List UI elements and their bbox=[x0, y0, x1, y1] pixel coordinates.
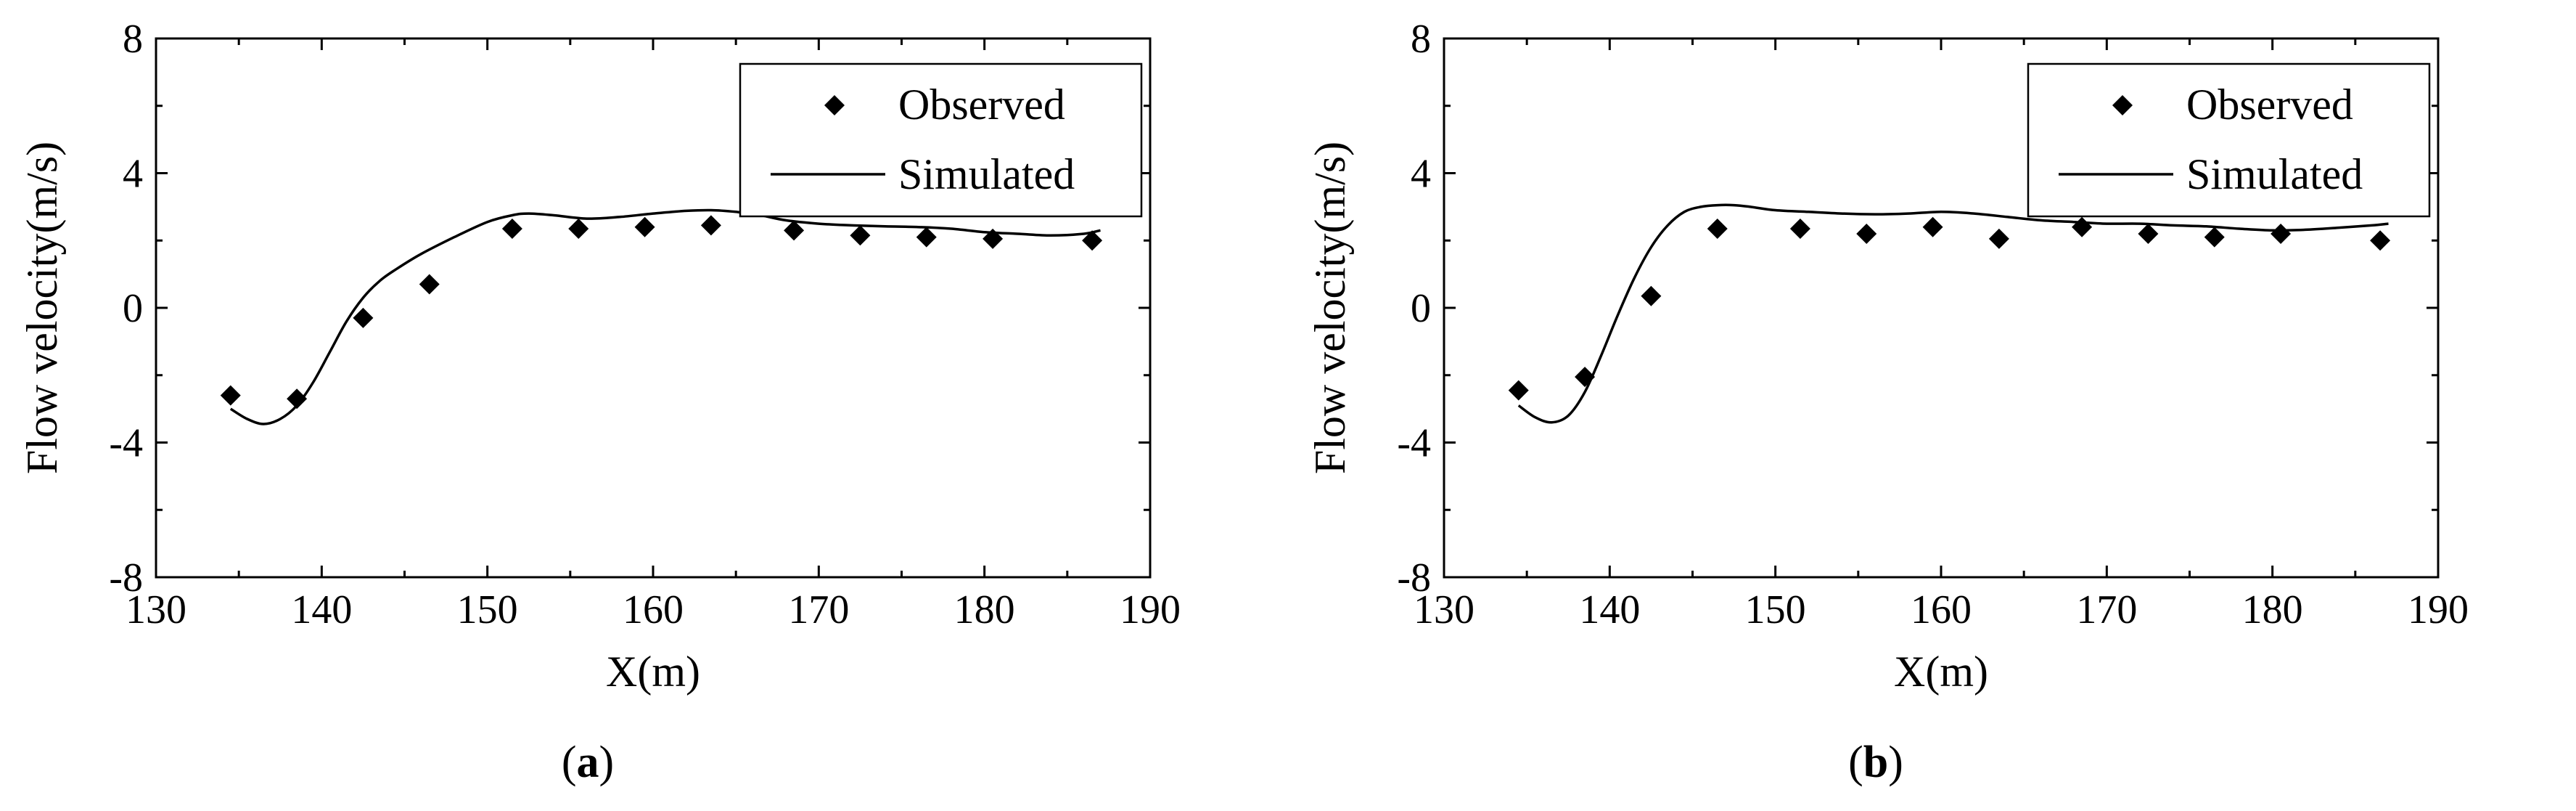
observed-point bbox=[784, 220, 805, 241]
x-tick-label: 180 bbox=[2242, 587, 2303, 632]
panel-label-b: b bbox=[1863, 738, 1889, 787]
legend-simulated-label: Simulated bbox=[2186, 150, 2363, 198]
legend-observed-marker bbox=[2112, 95, 2133, 115]
x-tick-label: 160 bbox=[1911, 587, 1972, 632]
x-tick-label: 150 bbox=[457, 587, 518, 632]
x-axis-label: X(m) bbox=[606, 648, 700, 696]
x-tick-label: 190 bbox=[1120, 587, 1181, 632]
legend-box bbox=[739, 62, 1143, 218]
y-tick-label: 8 bbox=[1411, 17, 1431, 62]
x-axis-label: X(m) bbox=[1894, 648, 1988, 696]
observed-point bbox=[1082, 230, 1103, 251]
observed-point bbox=[287, 388, 308, 409]
observed-point bbox=[1508, 380, 1529, 401]
y-axis-label: Flow velocity(m/s) bbox=[18, 142, 66, 474]
panel-label-a: a bbox=[576, 738, 599, 787]
y-tick-label: 8 bbox=[123, 17, 143, 62]
chart-svg-a: 130 140 150 160 170 180 190 -8 -4 0 4 8 X(m) Flow vel… bbox=[18, 17, 1181, 696]
chart-svg-b: 130 140 150 160 170 180 190 -8 -4 0 4 8 X(m) Flow vel… bbox=[1306, 17, 2469, 696]
observed-point bbox=[1707, 219, 1728, 240]
observed-point bbox=[1856, 223, 1877, 244]
observed-point bbox=[850, 225, 871, 246]
observed-point bbox=[419, 274, 440, 295]
observed-point bbox=[2370, 230, 2391, 251]
y-tick-label: -8 bbox=[1397, 555, 1431, 600]
observed-point bbox=[634, 216, 655, 237]
simulated-line bbox=[1517, 203, 2389, 424]
legend-observed-marker bbox=[824, 95, 845, 115]
observed-point bbox=[1988, 228, 2009, 249]
observed-point bbox=[1575, 367, 1596, 388]
observed-point bbox=[2204, 227, 2225, 248]
observed-point bbox=[2138, 223, 2159, 244]
legend-box bbox=[2027, 62, 2431, 218]
observed-point bbox=[1789, 219, 1810, 240]
y-tick-label: -4 bbox=[109, 421, 143, 466]
observed-point bbox=[501, 219, 522, 240]
observed-point bbox=[2271, 223, 2292, 244]
observed-point bbox=[916, 227, 937, 248]
chart-panel-b: 130 140 150 160 170 180 190 -8 -4 0 4 8 X(m) Flow vel… bbox=[1288, 0, 2576, 811]
legend-observed-label: Observed bbox=[2186, 81, 2353, 129]
observed-point bbox=[1641, 285, 1662, 306]
observed-point bbox=[700, 215, 721, 236]
x-tick-label: 130 bbox=[1414, 587, 1474, 632]
x-tick-label: 170 bbox=[2076, 587, 2137, 632]
y-axis-label: Flow velocity(m/s) bbox=[1306, 142, 1354, 474]
y-tick-label: 0 bbox=[123, 286, 143, 331]
legend-simulated-label: Simulated bbox=[898, 150, 1075, 198]
legend-observed-label: Observed bbox=[898, 81, 1065, 129]
x-tick-label: 140 bbox=[1579, 587, 1640, 632]
observed-point bbox=[983, 228, 1004, 249]
x-tick-label: 140 bbox=[291, 587, 352, 632]
x-tick-label: 160 bbox=[623, 587, 684, 632]
x-tick-label: 190 bbox=[2408, 587, 2469, 632]
x-tick-label: 130 bbox=[126, 587, 186, 632]
simulated-line bbox=[229, 208, 1101, 425]
panel-caption-b: (b) bbox=[1848, 738, 1903, 787]
y-tick-label: 4 bbox=[1411, 152, 1431, 197]
y-tick-label: 0 bbox=[1411, 286, 1431, 331]
x-tick-label: 180 bbox=[954, 587, 1015, 632]
observed-point bbox=[1922, 216, 1943, 237]
observed-point bbox=[353, 307, 374, 328]
x-tick-label: 150 bbox=[1745, 587, 1806, 632]
observed-point bbox=[568, 219, 589, 240]
y-tick-label: 4 bbox=[123, 152, 143, 197]
chart-panel-a: 130 140 150 160 170 180 190 -8 -4 0 4 8 X(m) Flow vel… bbox=[18, 17, 1181, 787]
x-tick-label: 170 bbox=[788, 587, 849, 632]
y-tick-label: -8 bbox=[109, 555, 143, 600]
observed-point bbox=[2072, 216, 2093, 237]
y-tick-label: -4 bbox=[1397, 421, 1431, 466]
observed-point bbox=[220, 385, 241, 406]
panel-caption-a: (a) bbox=[561, 738, 615, 787]
